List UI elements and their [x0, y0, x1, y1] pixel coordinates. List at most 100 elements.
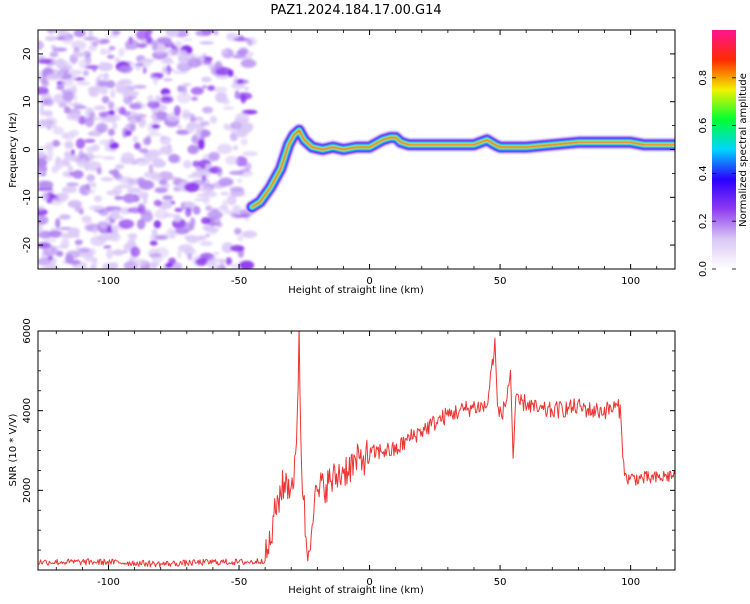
noise-blob: [192, 160, 201, 168]
noise-blob: [236, 178, 243, 184]
noise-blob: [66, 182, 79, 187]
snr-panel: -100 -50 0 50 100 2000 4000 6000 Height of str…: [8, 318, 676, 596]
noise-blob: [225, 155, 238, 165]
noise-blob: [130, 246, 141, 257]
noise-blob: [234, 118, 250, 123]
noise-blob: [66, 64, 73, 71]
noise-blob: [230, 188, 245, 197]
noise-blob: [118, 47, 125, 57]
noise-blob: [95, 122, 108, 133]
noise-blob: [85, 189, 96, 194]
noise-blob: [151, 173, 163, 182]
noise-blob: [127, 187, 142, 193]
noise-blob: [140, 58, 155, 63]
noise-blob: [230, 245, 245, 252]
noise-blob: [137, 203, 146, 215]
noise-blob: [114, 106, 120, 112]
noise-blob: [105, 114, 118, 123]
noise-blob: [223, 123, 229, 130]
noise-blob: [83, 222, 100, 233]
noise-blob: [67, 69, 83, 76]
noise-blob: [88, 205, 100, 211]
noise-blob: [108, 46, 116, 51]
noise-blob: [56, 85, 65, 91]
y-tick-label: -20: [22, 237, 33, 253]
noise-blob: [51, 165, 59, 174]
noise-blob: [39, 105, 45, 116]
noise-blob: [75, 112, 79, 120]
noise-blob: [47, 124, 58, 128]
noise-blob: [88, 30, 94, 37]
noise-blob: [52, 126, 64, 135]
x-tick-label: -100: [97, 577, 120, 588]
y-tick-label: 0: [22, 146, 33, 152]
noise-blob: [106, 54, 115, 59]
noise-blob: [146, 101, 160, 109]
noise-blob: [207, 210, 224, 220]
noise-blob: [137, 177, 146, 187]
noise-blob: [52, 47, 68, 52]
noise-blob: [46, 150, 54, 158]
noise-blob: [221, 48, 228, 55]
noise-blob: [55, 218, 61, 229]
noise-blob: [149, 240, 158, 246]
noise-blob: [152, 111, 169, 121]
noise-blob: [161, 199, 173, 209]
x-tick-label: -50: [231, 276, 247, 287]
noise-blob: [198, 139, 205, 150]
noise-blob: [50, 227, 60, 231]
noise-blob: [67, 154, 80, 161]
noise-blob: [78, 116, 86, 125]
noise-blob: [217, 167, 223, 177]
noise-blob: [111, 168, 120, 178]
noise-blob: [88, 248, 96, 256]
noise-blob: [153, 220, 162, 229]
noise-blob: [75, 138, 86, 149]
noise-blob: [129, 103, 142, 110]
noise-blob: [233, 37, 249, 42]
colorbar-gradient: [712, 30, 736, 269]
noise-blob: [38, 223, 43, 234]
noise-blob: [135, 143, 142, 151]
noise-blob: [168, 153, 180, 164]
noise-blob: [207, 85, 216, 91]
colorbar-tick-label: 0.6: [698, 118, 709, 134]
colorbar: 0.0 0.2 0.4 0.6 0.8 Normalized spectral ampl…: [698, 30, 749, 277]
noise-blob: [47, 230, 63, 238]
noise-blob: [49, 199, 63, 206]
noise-blob: [153, 199, 162, 207]
noise-blob: [85, 254, 94, 259]
noise-blob: [72, 170, 84, 179]
noise-blob: [216, 143, 233, 154]
noise-blob: [230, 129, 237, 134]
noise-blob: [159, 145, 173, 154]
noise-blob: [184, 182, 200, 193]
x-tick-label: 100: [621, 577, 640, 588]
noise-blob: [38, 180, 54, 190]
noise-blob: [201, 76, 212, 83]
snr-y-axis-label: SNR (10 * V/V): [8, 413, 19, 486]
noise-blob: [189, 116, 196, 123]
noise-blob: [106, 34, 120, 38]
noise-blob: [38, 205, 45, 211]
noise-blob: [242, 109, 258, 115]
noise-blob: [139, 148, 149, 154]
noise-blob: [214, 86, 228, 94]
noise-blob: [114, 196, 125, 200]
noise-blob: [182, 82, 192, 87]
noise-blob: [58, 214, 71, 220]
noise-blob: [74, 239, 83, 246]
noise-blob: [118, 219, 134, 229]
noise-blob: [135, 158, 150, 166]
noise-blob: [158, 179, 168, 186]
figure-title: PAZ1.2024.184.17.00.G14: [270, 3, 441, 18]
noise-blob: [105, 80, 116, 89]
noise-blob: [196, 235, 207, 241]
noise-blob: [152, 118, 162, 124]
noise-blob: [78, 247, 91, 253]
noise-blob: [241, 230, 258, 239]
noise-blob: [115, 80, 125, 92]
x-tick-label: 0: [366, 276, 372, 287]
noise-blob: [136, 30, 148, 41]
noise-blob: [165, 30, 180, 38]
